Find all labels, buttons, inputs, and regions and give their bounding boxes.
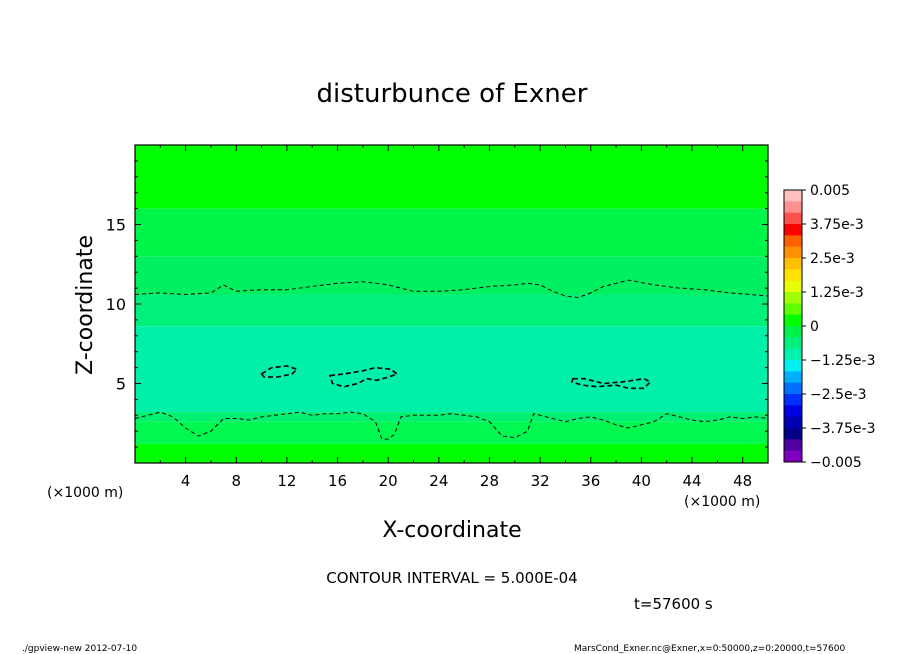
colorbar-label: −0.005 — [810, 455, 862, 471]
x-tick-label: 8 — [232, 472, 242, 490]
contour-lower — [135, 411, 768, 440]
x-axis-label: X-coordinate — [382, 518, 521, 543]
colorbar-swatch — [784, 394, 802, 406]
x-tick-label: 32 — [531, 472, 550, 490]
fill-band-4 — [135, 326, 768, 413]
time-label: t=57600 s — [634, 595, 713, 613]
x-tick-label: 44 — [682, 472, 701, 490]
contour-cell-2 — [328, 366, 399, 388]
y-axis-label: Z-coordinate — [73, 235, 98, 375]
colorbar-label: 0.005 — [810, 183, 850, 199]
x-tick-label: 48 — [733, 472, 752, 490]
fill-band-5 — [135, 412, 768, 422]
x-tick-label: 4 — [181, 472, 191, 490]
colorbar-swatch — [784, 348, 802, 361]
colorbar-swatch — [784, 246, 802, 259]
colorbar-label: −2.5e-3 — [810, 387, 867, 403]
colorbar-label: −1.25e-3 — [810, 353, 875, 369]
x-tick-label: 20 — [379, 472, 398, 490]
colorbar: 0.005 3.75e-3 2.5e-3 1.25e-3 0 −1.25e-3 −2.5e-… — [783, 183, 875, 471]
colorbar-label: 0 — [810, 319, 819, 335]
colorbar-swatch — [784, 360, 802, 372]
contour-cell-1 — [260, 365, 299, 378]
x-axis-unit: (×1000 m) — [684, 494, 760, 510]
fill-band-2 — [135, 256, 768, 295]
colorbar-swatch — [784, 190, 802, 202]
filled-contours — [135, 145, 768, 463]
colorbar-swatch — [784, 292, 802, 304]
fill-band-6 — [135, 421, 768, 444]
chart-title: disturbunce of Exner — [317, 79, 588, 109]
x-tick-label: 36 — [581, 472, 600, 490]
colorbar-swatch — [784, 303, 802, 316]
y-tick-label: 15 — [106, 216, 126, 235]
x-tick-label: 40 — [632, 472, 651, 490]
contour-cell-3 — [570, 377, 652, 390]
colorbar-swatch — [784, 314, 802, 327]
colorbar-swatch — [784, 258, 802, 270]
footer-right: MarsCond_Exner.nc@Exner,x=0:50000,z=0:20… — [574, 644, 845, 654]
footer-left: ./gpview-new 2012-07-10 — [22, 644, 137, 654]
fill-band-3 — [135, 294, 768, 327]
colorbar-label: 3.75e-3 — [810, 217, 864, 233]
x-tick-label: 28 — [480, 472, 499, 490]
x-axis: 4 8 12 16 20 24 28 32 36 40 44 48 — [159, 145, 752, 490]
colorbar-label: 2.5e-3 — [810, 251, 855, 267]
colorbar-swatch — [784, 382, 802, 395]
colorbar-swatch — [784, 450, 802, 463]
colorbar-swatch — [784, 269, 802, 282]
contour-interval-label: CONTOUR INTERVAL = 5.000E-04 — [326, 569, 577, 587]
fill-band-0 — [135, 145, 768, 209]
colorbar-swatch — [784, 212, 802, 225]
colorbar-label: −3.75e-3 — [810, 421, 875, 437]
colorbar-swatch — [784, 280, 802, 293]
colorbar-swatch — [784, 416, 802, 429]
colorbar-swatch — [784, 224, 802, 236]
colorbar-swatch — [784, 428, 802, 440]
x-tick-label: 16 — [328, 472, 347, 490]
colorbar-swatch — [784, 405, 802, 418]
y-axis: 5 10 15 — [106, 160, 768, 448]
colorbar-swatch — [784, 326, 802, 338]
contour-lines — [135, 279, 768, 440]
x-tick-label: 24 — [429, 472, 448, 490]
fill-band-1 — [135, 208, 768, 257]
y-tick-label: 5 — [116, 375, 126, 394]
colorbar-label: 1.25e-3 — [810, 285, 864, 301]
colorbar-swatch — [784, 201, 802, 214]
colorbar-swatch — [784, 235, 802, 248]
y-axis-unit: (×1000 m) — [47, 485, 123, 501]
fill-band-7 — [135, 443, 768, 463]
y-tick-label: 10 — [106, 295, 126, 314]
colorbar-swatch — [784, 439, 802, 452]
colorbar-swatch — [784, 371, 802, 384]
colorbar-swatch — [784, 337, 802, 350]
x-tick-label: 12 — [277, 472, 296, 490]
